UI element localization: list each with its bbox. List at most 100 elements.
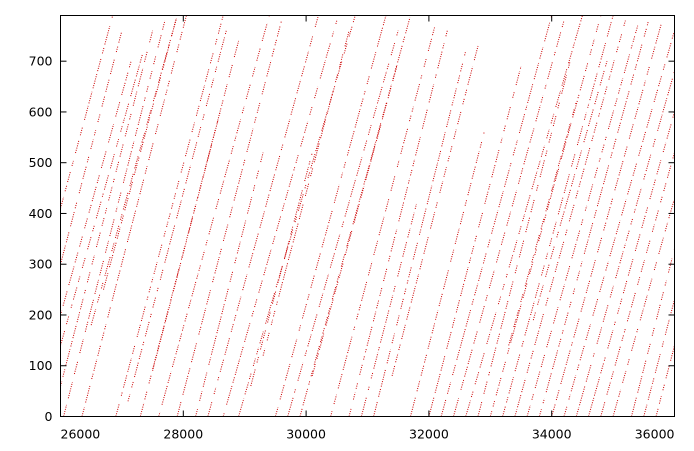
data-trail-16 bbox=[242, 274, 248, 291]
data-trail-14 bbox=[219, 248, 222, 255]
data-trail-51 bbox=[570, 174, 576, 187]
data-trail-34 bbox=[490, 312, 497, 331]
data-trail-9 bbox=[168, 212, 171, 220]
data-trail-3 bbox=[101, 192, 104, 197]
data-trail-33 bbox=[553, 50, 557, 56]
data-trail-30 bbox=[475, 151, 480, 164]
y-tick-label: 100 bbox=[29, 358, 53, 373]
data-trail-50 bbox=[524, 268, 531, 287]
data-trail-3 bbox=[122, 117, 126, 124]
data-trail-36 bbox=[577, 94, 580, 99]
data-trail-27 bbox=[385, 309, 390, 323]
data-trail-47 bbox=[637, 376, 643, 393]
data-trail-31 bbox=[484, 191, 489, 204]
data-trail-18 bbox=[244, 382, 249, 395]
data-trail-14 bbox=[191, 342, 197, 363]
data-trail-9 bbox=[163, 231, 166, 237]
data-trail-8 bbox=[154, 77, 161, 97]
data-trail-38 bbox=[530, 349, 534, 359]
data-trail-20 bbox=[287, 245, 293, 261]
data-trail-37 bbox=[587, 103, 590, 108]
data-trail-29 bbox=[395, 353, 399, 363]
data-trail-13 bbox=[245, 84, 251, 100]
data-trail-36 bbox=[498, 377, 502, 386]
data-trail-15 bbox=[236, 241, 241, 254]
data-trail-26 bbox=[434, 73, 437, 78]
data-trail-19 bbox=[284, 241, 290, 258]
data-trail-6 bbox=[123, 248, 127, 255]
data-trail-20 bbox=[313, 142, 320, 163]
data-trail-50 bbox=[567, 122, 571, 132]
axis-ticks bbox=[60, 15, 675, 417]
data-trail-40 bbox=[545, 372, 552, 393]
data-trail-37 bbox=[594, 72, 598, 82]
data-trail-7 bbox=[167, 39, 171, 48]
data-trail-26 bbox=[407, 178, 411, 184]
data-trail-45 bbox=[660, 196, 663, 203]
data-trail-51 bbox=[545, 263, 550, 277]
data-trail-41 bbox=[597, 237, 603, 253]
data-trail-8 bbox=[140, 140, 144, 152]
data-trail-41 bbox=[560, 366, 566, 385]
data-trail-10 bbox=[156, 286, 159, 292]
data-trail-1 bbox=[60, 245, 66, 265]
data-trail-46 bbox=[636, 327, 639, 333]
data-trail-8 bbox=[171, 18, 177, 37]
data-trail-25 bbox=[337, 372, 343, 389]
data-trail-8 bbox=[137, 156, 140, 161]
data-trail-45 bbox=[640, 259, 645, 272]
data-trail-6 bbox=[85, 384, 91, 403]
data-trail-33 bbox=[547, 62, 553, 80]
data-trail-21 bbox=[324, 224, 329, 236]
data-trail-36 bbox=[515, 304, 522, 323]
data-trail-1 bbox=[110, 58, 116, 75]
data-trail-4 bbox=[124, 124, 129, 137]
data-trail-32 bbox=[474, 283, 479, 296]
data-trail-3 bbox=[103, 174, 109, 190]
data-trail-20 bbox=[320, 119, 326, 139]
data-trail-41 bbox=[565, 349, 571, 366]
data-trail-15 bbox=[216, 316, 222, 334]
data-trail-18 bbox=[343, 43, 348, 54]
data-trail-50 bbox=[534, 234, 540, 250]
data-trail-17 bbox=[293, 166, 296, 171]
data-trail-26 bbox=[363, 355, 366, 360]
data-trail-26 bbox=[352, 392, 356, 400]
data-trail-29 bbox=[464, 89, 468, 96]
data-trail-13 bbox=[256, 47, 261, 61]
data-trail-8 bbox=[147, 117, 151, 123]
data-trail-10 bbox=[176, 199, 182, 219]
data-trail-21 bbox=[343, 161, 347, 168]
data-trail-38 bbox=[514, 409, 518, 417]
data-trail-39 bbox=[635, 25, 639, 34]
data-trail-12 bbox=[197, 184, 202, 198]
data-trail-0 bbox=[64, 185, 68, 192]
data-trail-14 bbox=[246, 137, 252, 153]
data-trail-37 bbox=[545, 252, 549, 260]
data-trail-32 bbox=[491, 225, 495, 234]
data-trail-47 bbox=[642, 359, 647, 374]
data-trail-17 bbox=[234, 358, 241, 376]
data-trail-3 bbox=[130, 79, 136, 97]
data-trail-44 bbox=[645, 206, 649, 214]
data-trail-38 bbox=[608, 74, 611, 80]
data-trail-48 bbox=[654, 354, 661, 373]
data-trail-35 bbox=[505, 300, 509, 309]
data-trail-38 bbox=[623, 20, 626, 26]
data-trail-22 bbox=[372, 106, 378, 118]
data-trail-36 bbox=[554, 167, 560, 182]
data-trail-0 bbox=[104, 25, 111, 45]
data-trail-30 bbox=[471, 166, 476, 179]
data-trail-14 bbox=[238, 168, 244, 184]
data-trail-46 bbox=[631, 335, 637, 351]
data-trail-32 bbox=[512, 147, 516, 156]
data-trail-44 bbox=[641, 215, 646, 229]
data-trail-27 bbox=[414, 203, 417, 210]
data-trail-36 bbox=[510, 324, 517, 343]
data-trail-12 bbox=[172, 272, 179, 292]
data-trail-15 bbox=[241, 220, 247, 238]
data-trail-5 bbox=[127, 151, 132, 166]
data-trail-6 bbox=[144, 166, 148, 174]
data-trail-45 bbox=[630, 292, 636, 308]
data-trail-0 bbox=[67, 171, 71, 183]
